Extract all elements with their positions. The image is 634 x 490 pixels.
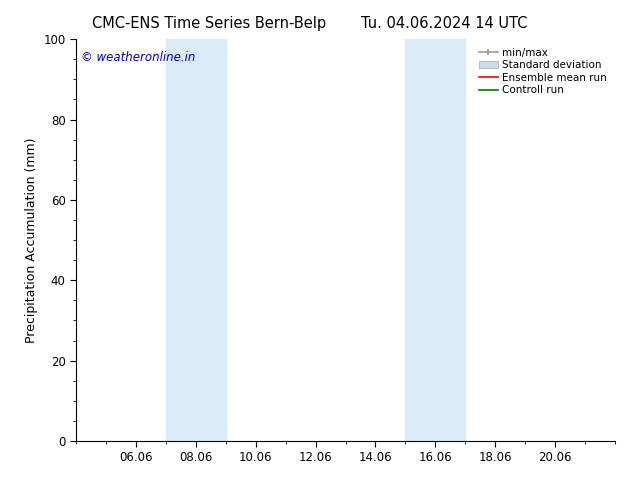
Text: CMC-ENS Time Series Bern-Belp: CMC-ENS Time Series Bern-Belp [92, 16, 327, 31]
Text: Tu. 04.06.2024 14 UTC: Tu. 04.06.2024 14 UTC [361, 16, 527, 31]
Legend: min/max, Standard deviation, Ensemble mean run, Controll run: min/max, Standard deviation, Ensemble me… [476, 45, 610, 98]
Bar [405, 39, 465, 441]
Bar [166, 39, 226, 441]
Text: © weatheronline.in: © weatheronline.in [81, 51, 196, 64]
Y-axis label: Precipitation Accumulation (mm): Precipitation Accumulation (mm) [25, 137, 38, 343]
